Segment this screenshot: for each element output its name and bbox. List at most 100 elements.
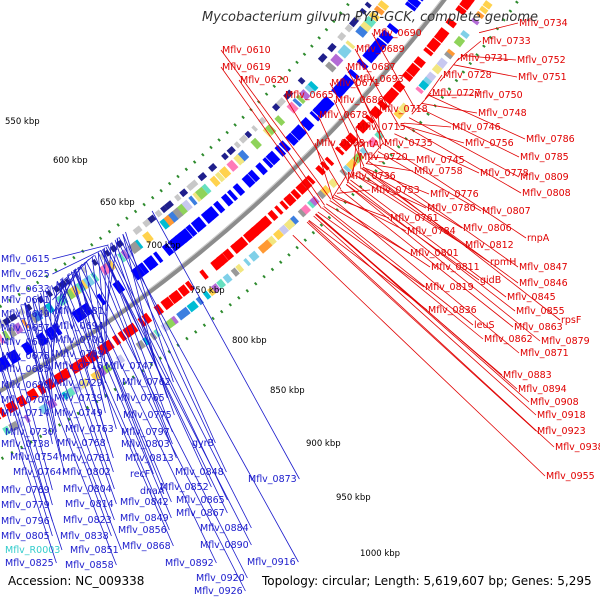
reverse-cog-segment [233, 141, 241, 149]
forward-cog-segment [222, 273, 233, 284]
reverse-callout-line [32, 297, 115, 521]
kbp-tick-label: 700 kbp [146, 241, 181, 251]
reverse-callout-line [0, 364, 53, 537]
reverse-gene-label: Mflv_0849 [120, 513, 169, 524]
reverse-cog-segment [117, 252, 127, 263]
forward-cds-arrow [57, 370, 68, 383]
forward-gene-label: Mflv_0808 [522, 188, 571, 199]
reverse-cog-segment [0, 320, 6, 329]
reverse-gene-label: Mflv_0749 [54, 408, 103, 419]
forward-cog-segment [235, 263, 245, 274]
gc-dot-ring [0, 0, 521, 462]
forward-callout-line [329, 82, 371, 160]
reverse-gene-label: Mflv_0848 [175, 467, 224, 478]
reverse-cog-segment [344, 24, 354, 33]
forward-gene-label: Mflv_0776 [430, 189, 479, 200]
reverse-cog-segment [29, 313, 38, 324]
forward-cog-segment [418, 80, 430, 91]
forward-callout-line [417, 106, 520, 158]
forward-cds-arrow [16, 396, 24, 408]
reverse-callout-line [5, 314, 53, 491]
kbp-tick-label: 800 kbp [232, 336, 267, 346]
forward-callout-line [361, 168, 519, 284]
forward-cog-segment [186, 300, 199, 313]
forward-callout-line [384, 143, 527, 239]
reverse-cog-segment [349, 17, 359, 28]
reverse-cds-arrow [138, 262, 150, 275]
forward-callout-line [456, 40, 482, 62]
reverse-cog-segment [299, 89, 311, 101]
forward-callout-line [368, 160, 519, 268]
reverse-cog-segment [142, 218, 152, 228]
reverse-cog-segment [226, 145, 236, 156]
reverse-cds-arrow [190, 219, 203, 233]
forward-cog-segment [393, 109, 404, 120]
forward-gene-label: Mflv_0807 [482, 206, 531, 217]
forward-callout-line [421, 102, 478, 114]
reverse-cog-segment [295, 94, 306, 105]
forward-callout-line [365, 142, 384, 165]
forward-gene-label: Mflv_0727 [432, 88, 481, 99]
reverse-cog-segment [214, 171, 226, 183]
forward-gene-label: Mflv_0806 [463, 223, 512, 234]
forward-gene-label: Mflv_0785 [520, 152, 569, 163]
forward-gene-label: Mflv_0690 [373, 28, 422, 39]
forward-cds-arrow [168, 293, 178, 305]
reverse-cds-arrow [241, 173, 256, 188]
reverse-callout-line [52, 249, 102, 275]
reverse-gene-label: Mflv_0838 [60, 531, 109, 542]
forward-gene-label: Mflv_0736 [347, 171, 396, 182]
reverse-gene-label: Mflv_0805 [1, 531, 50, 542]
reverse-callout-line [97, 252, 107, 355]
forward-gene-label: Mflv_0801 [410, 248, 459, 259]
reverse-cds-arrow [161, 242, 175, 257]
forward-cds-arrow [405, 66, 418, 78]
forward-callout-line [361, 167, 463, 229]
reverse-callout-line [24, 302, 62, 458]
reverse-callout-line [52, 273, 70, 343]
reverse-gene-label: Mflv_0633 [1, 284, 50, 295]
reverse-callout-line [24, 302, 112, 537]
reverse-cog-segment [192, 192, 202, 203]
reverse-cog-segment [226, 159, 239, 172]
forward-callout-line [333, 99, 365, 167]
reverse-callout-line [57, 281, 174, 547]
reverse-cog-segment [46, 290, 54, 298]
forward-gene-label: pntA [357, 139, 380, 150]
reverse-gene-label: Mflv_0714 [1, 408, 50, 419]
forward-callout-line [347, 181, 516, 312]
reverse-cog-segment [373, 5, 385, 16]
forward-cog-segment [182, 306, 191, 316]
reverse-gene-label: Mflv_0781 [62, 453, 111, 464]
forward-cds-arrow [377, 99, 389, 111]
forward-cog-segment [278, 224, 290, 236]
forward-callout-line [352, 143, 357, 178]
forward-gene-label: Mflv_0761 [390, 213, 439, 224]
reverse-callout-line [0, 359, 63, 551]
forward-gene-label: Mflv_0879 [541, 336, 590, 347]
forward-cog-segment [460, 30, 470, 40]
reverse-cds-arrow [386, 22, 400, 35]
forward-cds-arrow [429, 37, 442, 49]
forward-cds-arrow [413, 56, 426, 69]
reverse-callout-line [52, 259, 90, 301]
forward-cog-segment [8, 420, 20, 432]
forward-cds-arrow [423, 46, 434, 57]
reverse-gene-label: gyrB [192, 438, 214, 449]
reverse-cds-arrow [278, 140, 291, 153]
reverse-cds-arrow [356, 58, 369, 70]
forward-gene-label: Mflv_0750 [474, 90, 523, 101]
reverse-gene-label: Mflv_0738 [1, 439, 50, 450]
reverse-callout-line [91, 256, 106, 367]
reverse-gene-label: Mflv_0823 [63, 515, 112, 526]
forward-gene-label: leuS [474, 320, 495, 331]
kbp-tick-label: 600 kbp [53, 156, 88, 166]
forward-gene-label: Mflv_0863 [514, 322, 563, 333]
forward-cog-segment [345, 158, 358, 171]
forward-callout-line [354, 175, 427, 209]
reverse-callout-line [57, 281, 114, 459]
reverse-cog-segment [163, 200, 174, 210]
forward-callout-line [317, 114, 349, 183]
forward-cog-segment [61, 391, 69, 400]
forward-cds-arrow [77, 355, 91, 369]
